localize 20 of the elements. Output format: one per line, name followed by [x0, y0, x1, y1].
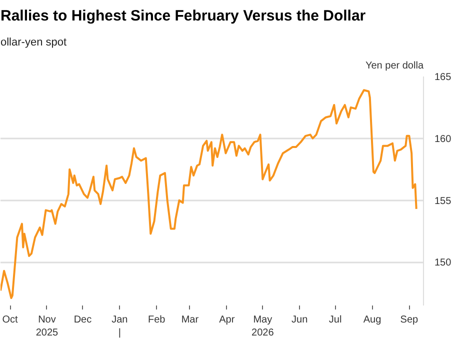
x-tick-label: Jul — [328, 314, 342, 326]
x-tick-label: Nov 2025 — [36, 314, 59, 339]
x-tick-label: May 2026 — [252, 314, 274, 339]
y-tick-label: 165 — [434, 72, 452, 83]
y-tick-label: 160 — [434, 134, 452, 145]
x-tick-label: Dec — [74, 314, 92, 326]
x-tick-label: Aug — [363, 314, 382, 326]
x-tick-label: Feb — [148, 314, 166, 326]
line-series — [0, 89, 418, 300]
chart-subtitle: ollar-yen spot — [0, 36, 67, 48]
x-tick-label: Apr — [219, 314, 236, 326]
y-axis-title: Yen per dolla — [365, 60, 424, 72]
chart-title: Rallies to Highest Since February Versus the Dollar — [0, 8, 366, 24]
x-tick-label: Oct — [2, 314, 18, 326]
y-tick-label: 150 — [434, 258, 452, 269]
x-tick-label: Jun — [292, 314, 308, 326]
x-tick-label: Sep — [400, 314, 419, 326]
x-tick-label: Jan | — [112, 314, 128, 339]
y-tick-label: 155 — [434, 196, 452, 207]
x-tick-label: Mar — [181, 314, 200, 326]
